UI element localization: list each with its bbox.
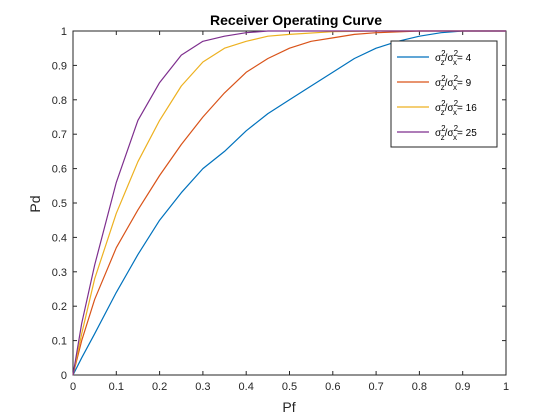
y-tick-label: 0.5 xyxy=(52,198,67,210)
y-axis-label: Pd xyxy=(27,195,43,212)
y-tick-label: 0.3 xyxy=(52,267,67,279)
legend-label-part: 2 xyxy=(441,124,446,133)
y-tick-label: 1 xyxy=(61,26,67,38)
legend-label-part: 2 xyxy=(454,99,459,108)
legend-label-part: σ xyxy=(435,78,442,89)
legend-label-part: z xyxy=(441,133,445,142)
legend-label-part: = 9 xyxy=(457,78,472,89)
y-tick-label: 0.7 xyxy=(52,129,67,141)
legend-label-part: x xyxy=(453,133,457,142)
y-tick-label: 0.4 xyxy=(52,232,67,244)
x-tick-label: 0 xyxy=(70,381,76,393)
y-tick-label: 0.1 xyxy=(52,336,67,348)
legend-label-part: z xyxy=(441,58,445,67)
y-tick-label: 0.8 xyxy=(52,95,67,107)
legend-label-part: x xyxy=(453,83,457,92)
x-tick-label: 0.3 xyxy=(195,381,210,393)
x-tick-label: 0.1 xyxy=(109,381,124,393)
legend-label-2: σ2 z/σ2 x= 9 xyxy=(435,74,472,92)
legend-label-4: σ2 z/σ2 x= 25 xyxy=(435,124,477,142)
y-tick-label: 0.6 xyxy=(52,164,67,176)
legend-label-part: z xyxy=(441,83,445,92)
x-tick-label: 0.5 xyxy=(282,381,297,393)
x-axis-label: Pf xyxy=(282,399,295,415)
x-tick-label: 0.2 xyxy=(152,381,167,393)
legend-label-part: = 16 xyxy=(457,103,477,114)
legend-label-part: = 25 xyxy=(457,128,477,139)
legend-label-part: = 4 xyxy=(457,53,472,64)
legend-label-part: σ xyxy=(435,53,442,64)
legend-label-part: 2 xyxy=(441,99,446,108)
y-tick-label: 0.2 xyxy=(52,301,67,313)
legend-label-1: σ2 z/σ2 x= 4 xyxy=(435,49,472,67)
series-line-2 xyxy=(72,30,506,376)
legend-label-part: x xyxy=(453,58,457,67)
series-line-4 xyxy=(72,30,506,376)
y-tick-label: 0.9 xyxy=(52,60,67,72)
y-tick-label: 0 xyxy=(61,370,67,382)
legend-label-part: σ xyxy=(435,128,442,139)
x-tick-label: 0.9 xyxy=(455,381,470,393)
legend-label-part: 2 xyxy=(454,49,459,58)
x-tick-label: 0.6 xyxy=(325,381,340,393)
legend-label-part: /σ xyxy=(445,53,455,64)
series-line-1 xyxy=(72,30,506,376)
legend-label-part: 2 xyxy=(441,74,446,83)
x-tick-label: 1 xyxy=(503,381,509,393)
legend-label-part: σ xyxy=(435,103,442,114)
legend-label-part: /σ xyxy=(445,103,455,114)
x-tick-label: 0.8 xyxy=(412,381,427,393)
chart-title: Receiver Operating Curve xyxy=(210,12,382,28)
x-tick-label: 0.7 xyxy=(368,381,383,393)
legend-label-part: /σ xyxy=(445,78,455,89)
legend-label-part: 2 xyxy=(454,74,459,83)
legend-label-part: x xyxy=(453,108,457,117)
x-tick-label: 0.4 xyxy=(239,381,254,393)
legend-label-part: 2 xyxy=(441,49,446,58)
legend-label-3: σ2 z/σ2 x= 16 xyxy=(435,99,477,117)
legend-label-part: z xyxy=(441,108,445,117)
legend-label-part: 2 xyxy=(454,124,459,133)
legend-box xyxy=(390,40,498,148)
legend-label-part: /σ xyxy=(445,128,455,139)
